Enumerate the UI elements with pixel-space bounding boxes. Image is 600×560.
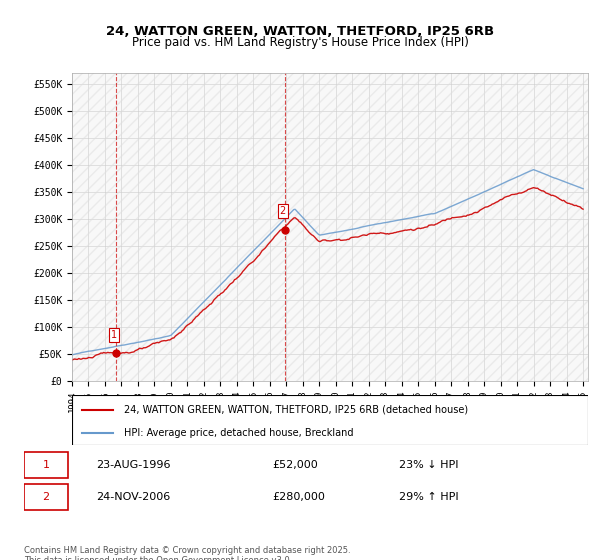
Text: 2: 2 (280, 207, 286, 216)
Text: 24, WATTON GREEN, WATTON, THETFORD, IP25 6RB: 24, WATTON GREEN, WATTON, THETFORD, IP25… (106, 25, 494, 38)
Text: 1: 1 (110, 330, 117, 339)
Text: 24-NOV-2006: 24-NOV-2006 (96, 492, 170, 502)
Text: 29% ↑ HPI: 29% ↑ HPI (400, 492, 459, 502)
Text: 2: 2 (43, 492, 50, 502)
FancyBboxPatch shape (24, 484, 68, 510)
Text: 1: 1 (43, 460, 50, 470)
FancyBboxPatch shape (24, 452, 68, 478)
Text: Contains HM Land Registry data © Crown copyright and database right 2025.
This d: Contains HM Land Registry data © Crown c… (24, 546, 350, 560)
Text: £52,000: £52,000 (272, 460, 318, 470)
Text: £280,000: £280,000 (272, 492, 325, 502)
Text: 24, WATTON GREEN, WATTON, THETFORD, IP25 6RB (detached house): 24, WATTON GREEN, WATTON, THETFORD, IP25… (124, 405, 468, 415)
Text: HPI: Average price, detached house, Breckland: HPI: Average price, detached house, Brec… (124, 428, 353, 437)
FancyBboxPatch shape (72, 395, 588, 445)
Text: 23% ↓ HPI: 23% ↓ HPI (400, 460, 459, 470)
Text: 23-AUG-1996: 23-AUG-1996 (96, 460, 170, 470)
Text: Price paid vs. HM Land Registry's House Price Index (HPI): Price paid vs. HM Land Registry's House … (131, 36, 469, 49)
